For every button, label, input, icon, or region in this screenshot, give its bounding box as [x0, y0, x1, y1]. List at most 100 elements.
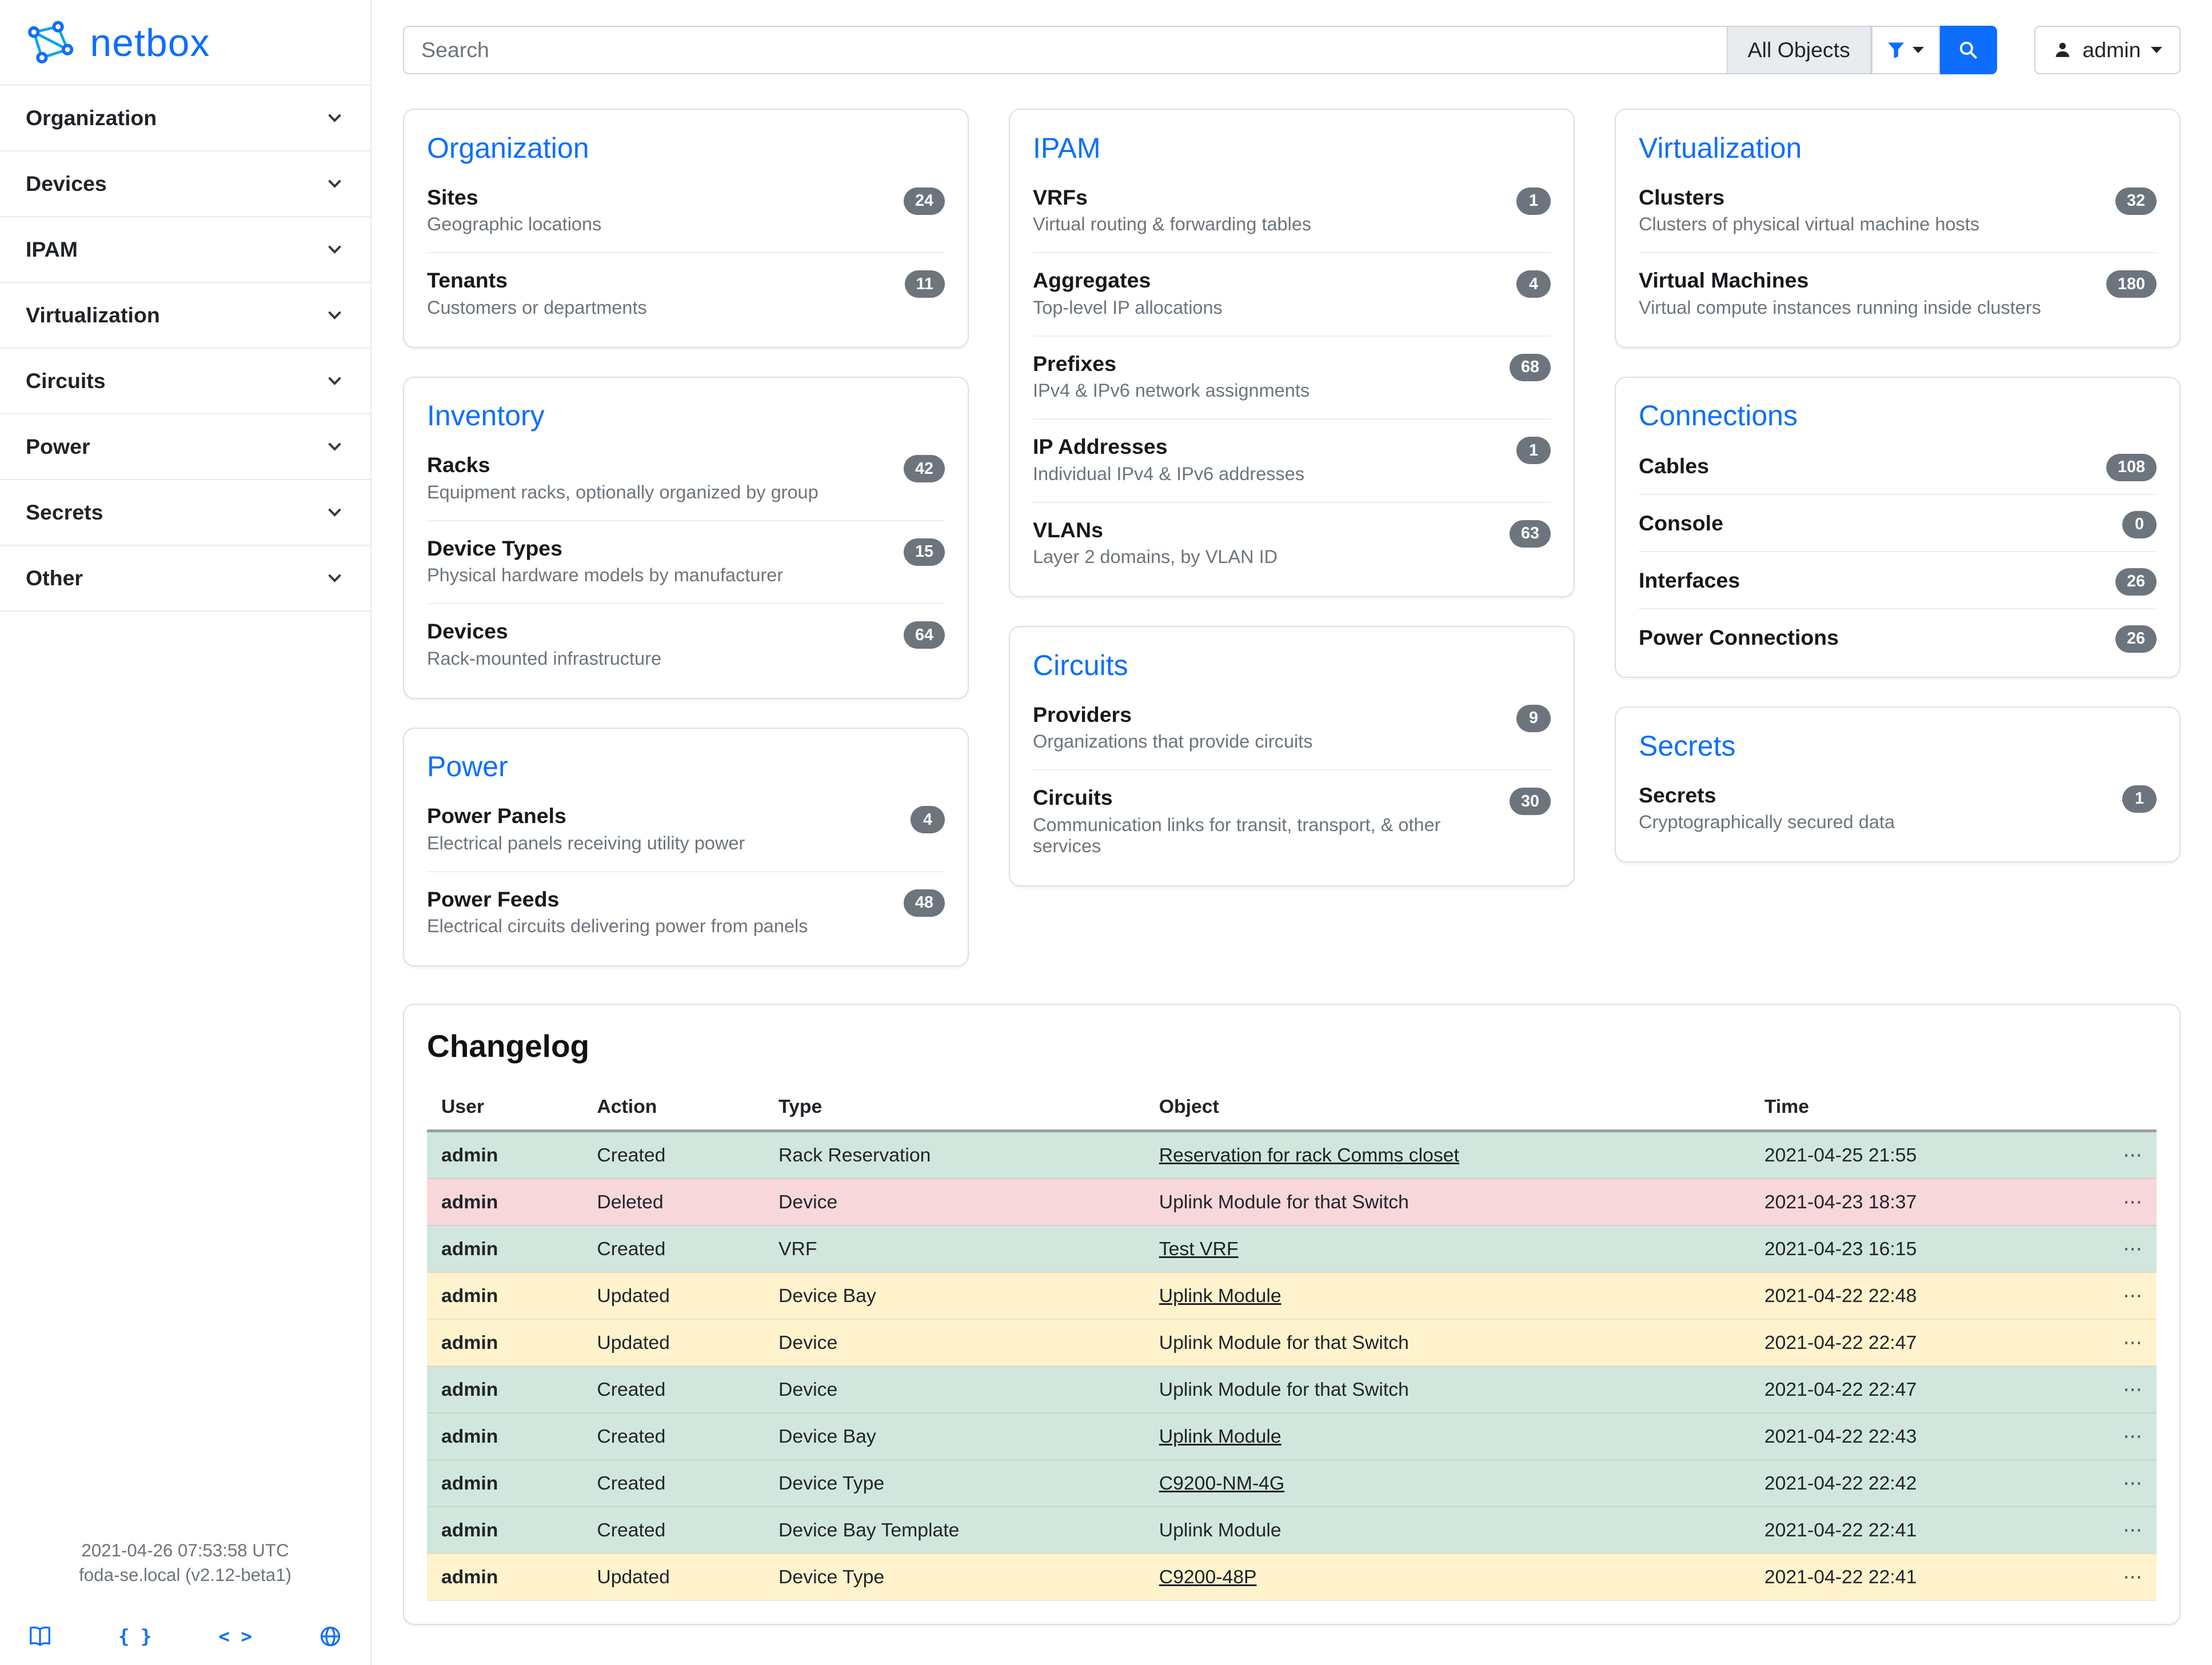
dashboard-item-clusters: Clusters Clusters of physical virtual ma…	[1639, 170, 2157, 253]
count-badge[interactable]: 48	[904, 889, 945, 917]
changelog-object-link[interactable]: C9200-NM-4G	[1159, 1472, 1284, 1494]
count-badge[interactable]: 180	[2106, 270, 2157, 298]
count-badge[interactable]: 4	[1516, 270, 1551, 298]
card-organization: Organization Sites Geographic locations …	[403, 109, 969, 348]
count-badge[interactable]: 11	[905, 270, 945, 298]
dashboard-column-3: Virtualization Clusters Clusters of phys…	[1615, 109, 2181, 891]
clusters-link[interactable]: Clusters	[1639, 185, 1724, 210]
count-badge[interactable]: 108	[2106, 454, 2157, 481]
providers-link[interactable]: Providers	[1033, 702, 1132, 727]
card-title: IPAM	[1033, 131, 1551, 165]
dashboard-item-prefixes: Prefixes IPv4 & IPv6 network assignments…	[1033, 336, 1551, 419]
sites-link[interactable]: Sites	[427, 185, 478, 210]
circuits-link[interactable]: Circuits	[1033, 785, 1113, 810]
changelog-object-link[interactable]: Test VRF	[1159, 1238, 1239, 1260]
dashboard-item-circuits: Circuits Communication links for transit…	[1033, 769, 1551, 874]
chevron-down-icon	[325, 174, 345, 194]
filter-icon	[1887, 41, 1906, 59]
chevron-down-icon	[325, 108, 345, 128]
count-badge[interactable]: 68	[1510, 354, 1551, 381]
item-description: Top-level IP allocations	[1033, 297, 1223, 318]
sidebar-item-circuits[interactable]: Circuits	[0, 349, 370, 414]
count-badge[interactable]: 24	[904, 187, 945, 215]
changelog-user: admin	[427, 1366, 582, 1413]
device-types-link[interactable]: Device Types	[427, 536, 562, 561]
prefixes-link[interactable]: Prefixes	[1033, 352, 1116, 376]
count-badge[interactable]: 1	[1516, 437, 1551, 464]
sidebar-item-virtualization[interactable]: Virtualization	[0, 283, 370, 349]
count-badge[interactable]: 26	[2115, 625, 2157, 653]
api-icon[interactable]: { }	[118, 1626, 152, 1647]
changelog-object-link[interactable]: Uplink Module	[1159, 1426, 1281, 1447]
col-header-type: Type	[764, 1084, 1145, 1131]
globe-icon[interactable]	[319, 1625, 342, 1648]
vlans-link[interactable]: VLANs	[1033, 518, 1103, 542]
ip-addresses-link[interactable]: IP Addresses	[1033, 434, 1168, 459]
power-connections-link[interactable]: Power Connections	[1639, 625, 1839, 650]
row-more-indicator: ⋯	[2079, 1225, 2157, 1272]
filter-dropdown-button[interactable]	[1871, 26, 1940, 74]
tenants-link[interactable]: Tenants	[427, 268, 508, 293]
code-icon[interactable]: < >	[218, 1626, 252, 1647]
dashboard-item-interfaces: Interfaces 26	[1639, 551, 2157, 608]
sidebar-item-power[interactable]: Power	[0, 414, 370, 480]
interfaces-link[interactable]: Interfaces	[1639, 568, 1740, 593]
dashboard-item-vlans: VLANs Layer 2 domains, by VLAN ID 63	[1033, 502, 1551, 585]
virtual-machines-link[interactable]: Virtual Machines	[1639, 268, 1808, 293]
count-badge[interactable]: 9	[1516, 705, 1551, 732]
netbox-logo[interactable]: netbox	[0, 0, 370, 85]
vrfs-link[interactable]: VRFs	[1033, 185, 1088, 210]
brand-name: netbox	[90, 21, 210, 65]
card-title: Virtualization	[1639, 131, 2157, 165]
sidebar-item-ipam[interactable]: IPAM	[0, 217, 370, 283]
item-description: Organizations that provide circuits	[1033, 731, 1313, 752]
item-description: Virtual compute instances running inside…	[1639, 297, 2041, 318]
count-badge[interactable]: 4	[911, 806, 945, 833]
dashboard-item-devices: Devices Rack-mounted infrastructure 64	[427, 603, 945, 686]
count-badge[interactable]: 64	[904, 621, 945, 649]
power-panels-link[interactable]: Power Panels	[427, 804, 566, 828]
caret-down-icon	[2151, 47, 2162, 53]
secrets-link[interactable]: Secrets	[1639, 783, 1716, 808]
search-scope-button[interactable]: All Objects	[1727, 26, 1871, 74]
count-badge[interactable]: 42	[904, 455, 945, 482]
count-badge[interactable]: 30	[1510, 788, 1551, 815]
changelog-user: admin	[427, 1272, 582, 1319]
sidebar-item-secrets[interactable]: Secrets	[0, 480, 370, 546]
card-title: Circuits	[1033, 649, 1551, 682]
docs-icon[interactable]	[29, 1625, 51, 1648]
main-content: All Objects admin Organization	[372, 0, 2212, 1665]
cables-link[interactable]: Cables	[1639, 454, 1709, 478]
changelog-object-link[interactable]: C9200-48P	[1159, 1566, 1257, 1588]
chevron-down-icon	[325, 437, 345, 457]
count-badge[interactable]: 15	[904, 538, 945, 566]
count-badge[interactable]: 0	[2122, 511, 2157, 538]
count-badge[interactable]: 26	[2115, 568, 2157, 596]
count-badge[interactable]: 1	[1516, 187, 1551, 215]
sidebar-item-devices[interactable]: Devices	[0, 151, 370, 217]
changelog-object-link[interactable]: Reservation for rack Comms closet	[1159, 1144, 1459, 1166]
count-badge[interactable]: 1	[2122, 785, 2157, 813]
aggregates-link[interactable]: Aggregates	[1033, 268, 1151, 293]
sidebar-item-other[interactable]: Other	[0, 546, 370, 612]
changelog-object-link[interactable]: Uplink Module	[1159, 1285, 1281, 1307]
sidebar-item-label: Other	[26, 566, 83, 590]
item-description: Equipment racks, optionally organized by…	[427, 482, 818, 503]
changelog-object: Uplink Module for that Switch	[1159, 1379, 1409, 1400]
user-menu-button[interactable]: admin	[2034, 26, 2181, 74]
col-header-actions	[2079, 1084, 2157, 1131]
sidebar-item-organization[interactable]: Organization	[0, 86, 370, 151]
changelog-action: Updated	[582, 1272, 764, 1319]
changelog-row: admin Created VRF Test VRF 2021-04-23 16…	[427, 1225, 2157, 1272]
search-input[interactable]	[403, 26, 1727, 74]
racks-link[interactable]: Racks	[427, 453, 490, 477]
changelog-user: admin	[427, 1179, 582, 1225]
search-submit-button[interactable]	[1940, 26, 1997, 74]
count-badge[interactable]: 32	[2115, 187, 2157, 215]
power-feeds-link[interactable]: Power Feeds	[427, 887, 559, 912]
changelog-time: 2021-04-23 18:37	[1750, 1179, 2079, 1225]
console-link[interactable]: Console	[1639, 511, 1723, 536]
sidebar-item-label: Secrets	[26, 500, 103, 525]
count-badge[interactable]: 63	[1510, 520, 1551, 548]
devices-link[interactable]: Devices	[427, 619, 508, 644]
